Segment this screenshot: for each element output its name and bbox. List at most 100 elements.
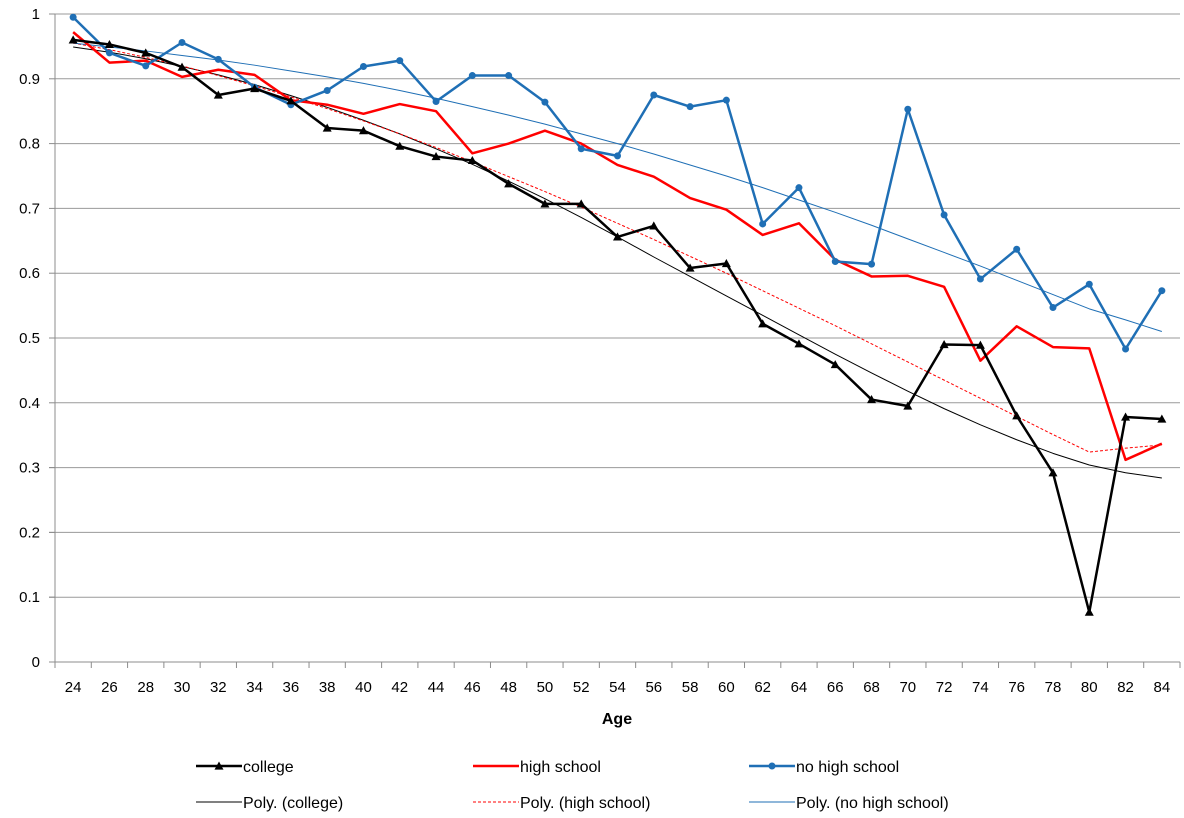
legend-item: Poly. (high school) <box>473 795 650 812</box>
data-point <box>831 258 839 266</box>
series-line <box>73 42 1162 453</box>
data-point <box>685 263 695 272</box>
data-point <box>541 98 549 106</box>
data-point <box>1121 412 1131 421</box>
legend-label: Poly. (high school) <box>520 795 650 812</box>
data-point <box>904 105 912 113</box>
x-tick-label: 50 <box>537 679 554 696</box>
data-point <box>940 211 948 219</box>
x-axis-title: Age <box>602 711 632 728</box>
x-tick-label: 84 <box>1154 679 1171 696</box>
x-tick-label: 42 <box>391 679 408 696</box>
data-point <box>830 360 840 369</box>
legend-label: Poly. (college) <box>243 795 343 812</box>
data-point <box>868 260 876 268</box>
x-tick-label: 38 <box>319 679 336 696</box>
data-point <box>686 103 694 111</box>
series-poly-no-high-school <box>73 42 1163 332</box>
data-point <box>323 86 331 94</box>
data-point <box>1157 414 1167 423</box>
data-point <box>759 220 767 228</box>
legend-item: no high school <box>749 759 899 776</box>
data-point <box>504 179 514 188</box>
data-point <box>1013 245 1021 253</box>
data-point <box>975 340 985 349</box>
data-point <box>1049 304 1057 312</box>
data-point <box>1122 345 1130 353</box>
y-tick-label: 0.5 <box>19 330 40 347</box>
y-tick-label: 0.2 <box>19 524 40 541</box>
x-tick-label: 48 <box>500 679 517 696</box>
series-college <box>68 35 1167 616</box>
data-point <box>939 339 949 349</box>
data-point <box>105 49 113 57</box>
data-point <box>795 184 803 192</box>
data-point <box>1084 607 1094 616</box>
legend-marker <box>768 762 776 770</box>
y-tick-label: 0 <box>32 654 40 671</box>
data-point <box>722 96 730 104</box>
data-point <box>649 221 659 230</box>
y-tick-label: 0.1 <box>19 589 40 606</box>
legend-item: college <box>196 759 294 776</box>
legend: college high school no high school Poly. (c… <box>196 759 949 812</box>
x-tick-label: 60 <box>718 679 735 696</box>
x-tick-label: 56 <box>645 679 662 696</box>
legend-label: high school <box>520 759 601 776</box>
data-point <box>468 72 476 80</box>
x-tick-label: 34 <box>246 679 263 696</box>
x-tick-label: 62 <box>754 679 771 696</box>
legend-label: no high school <box>796 759 899 776</box>
data-point <box>322 123 332 132</box>
data-point <box>540 199 550 208</box>
data-point <box>1085 280 1093 288</box>
data-point <box>177 62 187 71</box>
legend-label: Poly. (no high school) <box>796 795 949 812</box>
data-point <box>758 319 768 328</box>
x-tick-label: 78 <box>1045 679 1062 696</box>
data-point <box>359 62 367 70</box>
y-tick-label: 1 <box>32 6 40 23</box>
series-no-high-school <box>69 13 1166 353</box>
data-point <box>903 401 913 410</box>
series-line <box>72 38 1162 614</box>
data-point <box>213 90 223 99</box>
legend-marker <box>214 761 224 770</box>
x-tick-label: 44 <box>428 679 445 696</box>
x-tick-label: 66 <box>827 679 844 696</box>
data-point <box>396 57 404 65</box>
legend-label: college <box>243 759 294 776</box>
legend-item: Poly. (college) <box>196 795 343 812</box>
data-point <box>178 39 186 47</box>
x-tick-label: 28 <box>137 679 154 696</box>
series-line <box>72 16 1163 351</box>
data-point <box>1012 411 1022 420</box>
data-point <box>250 84 260 93</box>
data-point <box>613 232 622 241</box>
axes <box>49 13 1181 668</box>
y-tick-label: 0.8 <box>19 136 40 153</box>
y-tick-label: 0.3 <box>19 460 40 477</box>
y-tick-label: 0.7 <box>19 200 40 217</box>
data-point <box>1048 468 1058 477</box>
data-point <box>467 155 477 165</box>
x-tick-label: 36 <box>283 679 300 696</box>
x-tick-label: 54 <box>609 679 626 696</box>
x-tick-label: 82 <box>1117 679 1134 696</box>
data-point <box>214 55 222 63</box>
data-point <box>104 39 114 49</box>
data-point <box>577 145 585 153</box>
x-tick-label: 26 <box>101 679 118 696</box>
legend-item: Poly. (no high school) <box>749 795 949 812</box>
data-point <box>358 126 368 135</box>
x-tick-label: 72 <box>936 679 953 696</box>
y-tick-label: 0.9 <box>19 71 40 88</box>
data-point <box>432 97 440 105</box>
x-tick-label: 46 <box>464 679 481 696</box>
y-tick-label: 0.6 <box>19 265 40 282</box>
data-point <box>576 199 586 208</box>
data-point <box>505 72 513 80</box>
data-point <box>431 152 441 161</box>
data-point <box>1158 287 1166 295</box>
